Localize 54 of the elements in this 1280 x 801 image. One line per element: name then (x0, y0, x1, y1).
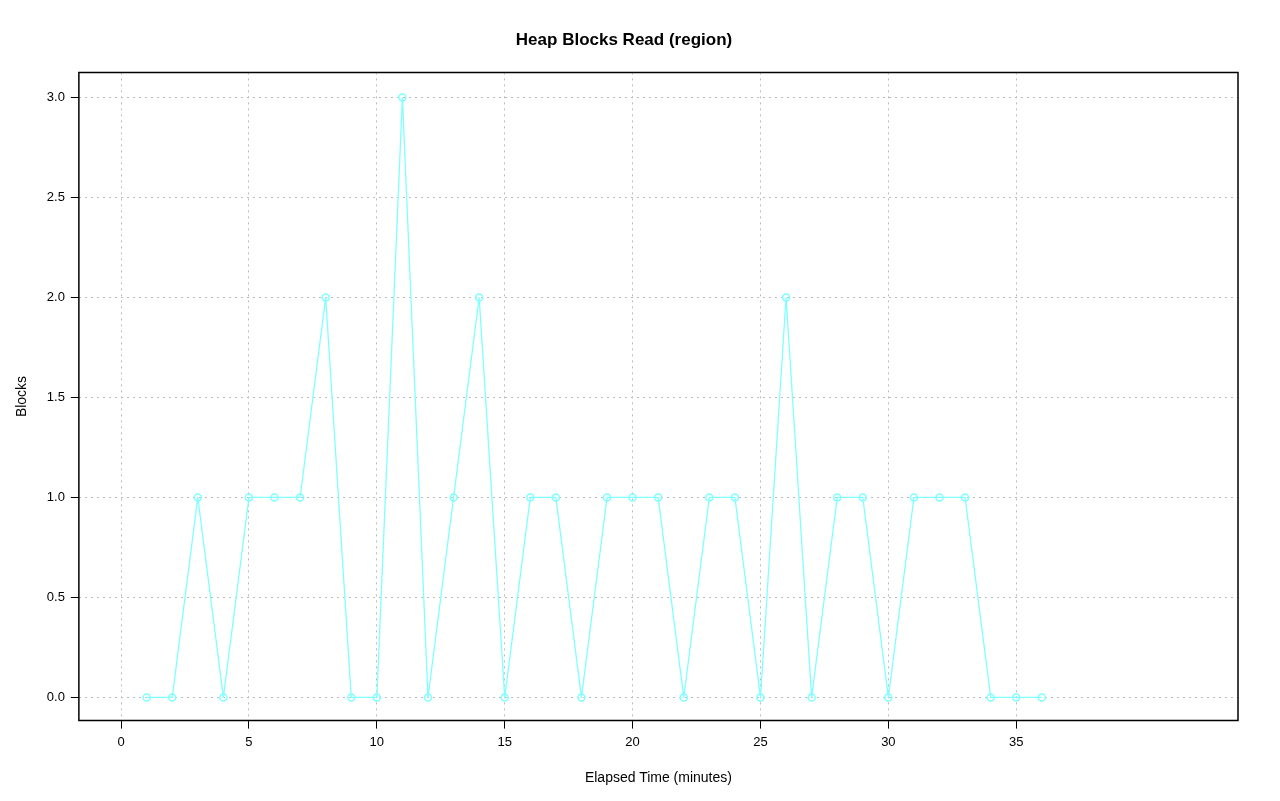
point (474, 293, 484, 302)
point (858, 493, 868, 502)
point (781, 293, 791, 302)
point (628, 493, 637, 502)
x-tick-label: 25 (753, 733, 768, 749)
y-axis-title: Blocks (13, 375, 30, 418)
point (321, 293, 330, 302)
point (1012, 693, 1021, 702)
y-tick-label: 1.0 (46, 489, 65, 505)
y-tick-label: 0.5 (46, 589, 65, 605)
point (577, 693, 586, 702)
point (756, 693, 765, 702)
point (935, 493, 944, 502)
x-tick-label: 10 (369, 733, 385, 749)
chart-title: Heap Blocks Read (region) (515, 29, 733, 49)
point (730, 493, 740, 502)
point (423, 693, 433, 702)
x-axis-title: Elapsed Time (minutes) (584, 769, 732, 786)
point (653, 493, 663, 502)
point (193, 493, 203, 502)
point (372, 693, 382, 702)
y-tick-label: 2.5 (46, 189, 65, 205)
point (270, 493, 279, 502)
point (526, 493, 535, 502)
point (960, 493, 970, 502)
y-tick-label: 2.0 (46, 289, 65, 305)
y-tick-label: 3.0 (46, 89, 65, 105)
point (909, 493, 919, 502)
point (705, 493, 714, 502)
x-tick-label: 30 (881, 733, 896, 749)
x-tick-label: 20 (625, 733, 640, 749)
point (142, 693, 151, 702)
point (167, 693, 177, 702)
x-tick-label: 0 (117, 733, 125, 749)
point (449, 493, 458, 502)
point (244, 493, 254, 502)
point (347, 693, 356, 702)
y-tick-label: 1.5 (46, 389, 65, 405)
point (832, 493, 842, 502)
y-tick-label: 0.0 (46, 688, 65, 704)
point (219, 693, 228, 702)
point (1037, 693, 1047, 702)
point (602, 493, 612, 502)
point (986, 693, 995, 702)
x-tick-label: 5 (245, 733, 253, 749)
point (679, 693, 689, 702)
point (551, 493, 561, 502)
point (398, 93, 407, 102)
x-tick-label: 35 (1009, 733, 1024, 749)
point (884, 693, 893, 702)
x-tick-label: 15 (497, 733, 512, 749)
point (807, 693, 816, 702)
point (500, 693, 509, 702)
point (295, 493, 305, 502)
